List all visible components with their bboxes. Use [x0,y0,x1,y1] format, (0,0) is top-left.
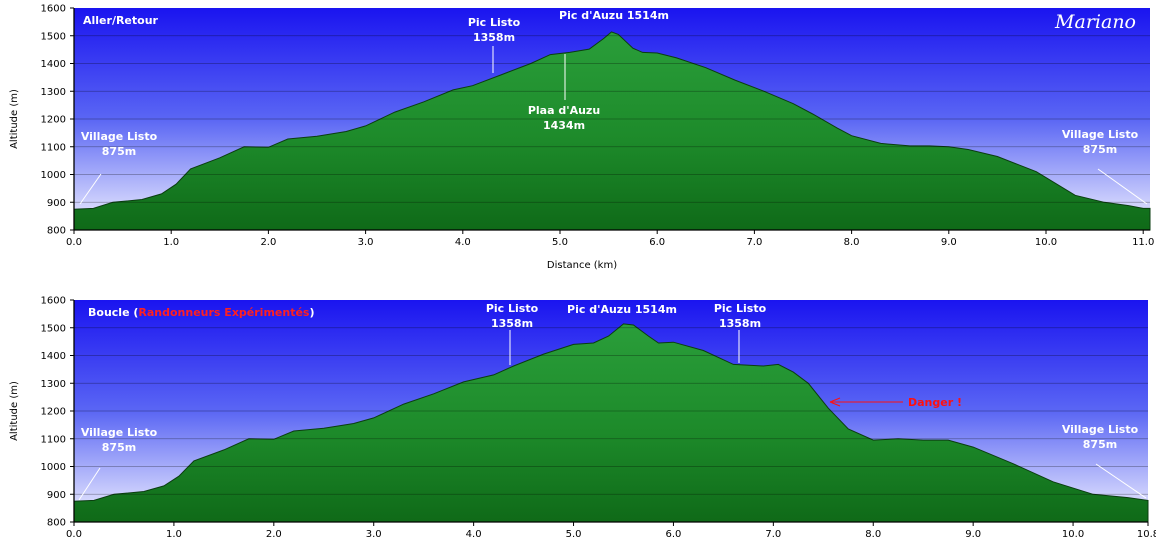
elevation-profile-area [73,31,1151,231]
y-tick-label: 1300 [41,379,66,390]
chart-title-prefix: Boucle ( [88,306,138,319]
y-axis-label: Altitude (m) [9,381,20,441]
annotation-label: Pic d'Auzu 1514m [559,9,669,22]
y-tick-label: 1400 [41,351,66,362]
y-tick-label: 1500 [41,31,66,42]
annotation-label: 875m [1083,143,1117,156]
y-tick-label: 1400 [41,59,66,70]
elevation-chart-2: 800 900 1000 1100 1200 1300 1400 1500 1600 0.0 1.0… [9,296,1156,541]
annotation-label: 1358m [473,31,515,44]
chart-title-suffix: ) [309,306,314,319]
annotation-leader-line [1095,463,1147,499]
y-tick-label: 1200 [41,407,66,418]
x-tick-label: 4.0 [466,529,482,540]
chart-title: Boucle (Randonneurs Expérimentés) [88,306,315,319]
x-tick-label: 0.0 [66,237,82,248]
annotation-label: Plaa d'Auzu [528,104,600,117]
y-tick-label: 800 [47,518,66,529]
x-tick-label: 10.0 [1035,237,1057,248]
elevation-annotation: Village Listo 875m [78,426,158,501]
elevation-annotation: Pic Listo 1358m [486,302,539,365]
x-tick-label: 6.0 [665,529,681,540]
y-tick-label: 900 [47,198,66,209]
author-signature: Mariano [1054,11,1136,33]
x-tick-label: 2.0 [266,529,282,540]
x-tick-label: 8.0 [865,529,881,540]
charts-root: 800 900 1000 1100 1200 1300 1400 1500 1600 0.0 1.0… [9,4,1156,541]
elevation-chart-1: 800 900 1000 1100 1200 1300 1400 1500 1600 0.0 1.0… [9,4,1154,272]
annotation-leader-line [78,467,101,501]
x-tick-label: 10.8 [1137,529,1156,540]
annotation-label: Village Listo [81,426,158,439]
elevation-annotation: Pic Listo 1358m [714,302,767,363]
annotation-label: 1434m [543,119,585,132]
y-tick-label: 900 [47,490,66,501]
x-tick-label: 6.0 [649,237,665,248]
elevation-annotation: Village Listo 875m [1062,423,1147,499]
y-tick-label: 1100 [41,142,66,153]
annotation-label: 875m [102,441,136,454]
annotation-label: 1358m [491,317,533,330]
x-tick-label: 10.0 [1062,529,1084,540]
y-axis-label: Altitude (m) [9,89,20,149]
y-tick-label: 1200 [41,115,66,126]
x-tick-label: 7.0 [746,237,762,248]
x-tick-label: 7.0 [765,529,781,540]
chart-title: Aller/Retour [83,14,159,27]
elevation-annotation: Village Listo 875m [79,130,158,205]
x-tick-label: 8.0 [844,237,860,248]
y-tick-label: 1500 [41,323,66,334]
annotation-label: Pic Listo [714,302,767,315]
x-tick-label: 5.0 [566,529,582,540]
y-tick-label: 1000 [41,170,66,181]
x-tick-label: 11.0 [1132,237,1154,248]
x-tick-label: 3.0 [366,529,382,540]
annotation-label: Village Listo [1062,423,1139,436]
x-tick-label: 0.0 [66,529,82,540]
annotation-label: 1358m [719,317,761,330]
annotation-label: 875m [102,145,136,158]
x-tick-label: 1.0 [163,237,179,248]
x-tick-label: 2.0 [260,237,276,248]
annotation-label: Pic d'Auzu 1514m [567,303,677,316]
annotation-leader-line [1097,168,1148,205]
elevation-annotation: Plaa d'Auzu 1434m [528,54,600,132]
x-tick-label: 5.0 [552,237,568,248]
danger-arrow-head [829,397,841,407]
danger-label: Danger ! [908,396,962,409]
annotation-label: Village Listo [81,130,158,143]
annotation-leader-line [79,173,102,205]
elevation-annotation: Village Listo 875m [1062,128,1148,205]
y-tick-label: 1600 [41,4,66,15]
x-tick-label: 4.0 [455,237,471,248]
chart-title-highlight: Randonneurs Expérimentés [138,306,310,319]
annotation-label: Pic Listo [468,16,521,29]
elevation-profile-area [73,323,1149,523]
x-tick-label: 1.0 [166,529,182,540]
x-axis-label: Distance (km) [547,260,617,271]
elevation-annotation: Pic d'Auzu 1514m [559,9,669,22]
annotation-label: Village Listo [1062,128,1139,141]
elevation-annotation: Pic d'Auzu 1514m [567,303,677,316]
x-tick-label: 9.0 [941,237,957,248]
x-tick-label: 9.0 [965,529,981,540]
elevation-annotation: Pic Listo 1358m [468,16,521,73]
danger-marker: Danger ! [829,396,962,409]
x-tick-label: 3.0 [358,237,374,248]
annotation-label: 875m [1083,438,1117,451]
y-tick-label: 1100 [41,434,66,445]
y-tick-label: 1600 [41,296,66,307]
annotation-label: Pic Listo [486,302,539,315]
y-tick-label: 1000 [41,462,66,473]
y-tick-label: 800 [47,226,66,237]
y-tick-label: 1300 [41,87,66,98]
